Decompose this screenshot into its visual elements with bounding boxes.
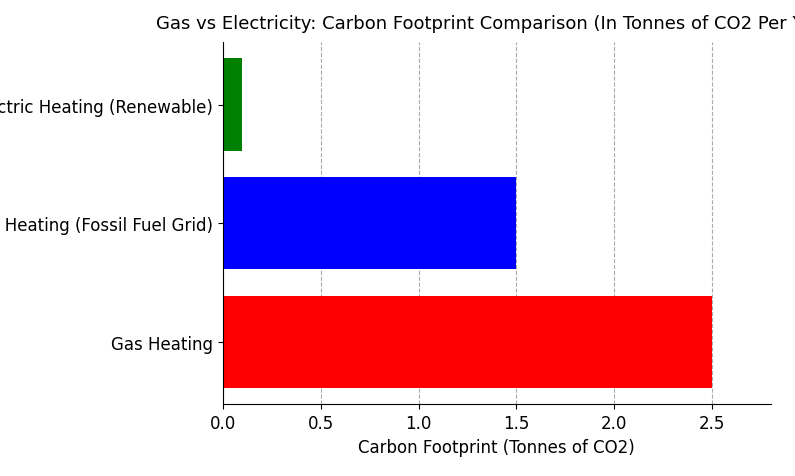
Bar (223, 296, 712, 388)
Bar (223, 60, 242, 151)
Title: Gas vs Electricity: Carbon Footprint Comparison (In Tonnes of CO2 Per Year): Gas vs Electricity: Carbon Footprint Com… (156, 15, 795, 33)
X-axis label: Carbon Footprint (Tonnes of CO2): Carbon Footprint (Tonnes of CO2) (359, 438, 635, 456)
Bar (223, 178, 517, 270)
